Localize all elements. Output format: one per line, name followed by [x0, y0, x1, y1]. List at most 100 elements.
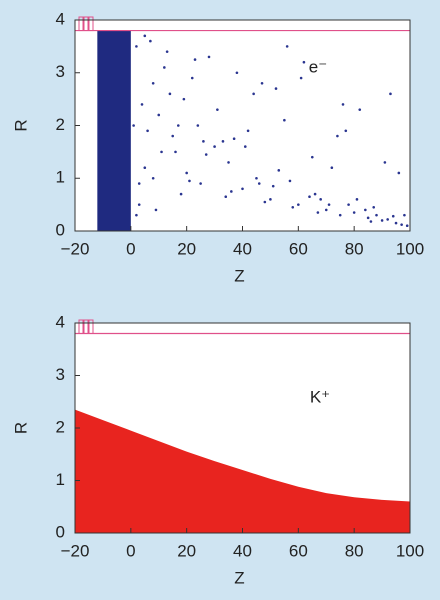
point [291, 205, 295, 209]
y-tick-label: 0 [56, 522, 65, 541]
point [269, 198, 272, 201]
point [188, 179, 191, 183]
point [151, 176, 155, 180]
point [157, 113, 161, 117]
detector-outline [88, 16, 94, 32]
point [243, 145, 247, 148]
point [352, 211, 356, 214]
y-tick-label: 4 [56, 9, 65, 28]
point [277, 169, 281, 172]
detector-outline [83, 319, 89, 334]
point [372, 205, 376, 209]
x-tick-label: 60 [289, 541, 308, 560]
detector-outline [78, 319, 84, 334]
point [160, 150, 163, 154]
point [199, 182, 202, 185]
point [260, 82, 264, 85]
detector-outline [83, 16, 89, 32]
point [202, 140, 205, 143]
point [151, 82, 155, 85]
x-tick-label: −20 [61, 541, 90, 560]
point [288, 179, 292, 183]
point [143, 166, 147, 169]
x-tick-label: 20 [177, 541, 196, 560]
point [182, 97, 186, 101]
x-tick-label: 60 [289, 239, 308, 258]
point [338, 213, 342, 217]
point [324, 208, 328, 212]
y-axis-label: R [11, 422, 30, 434]
point [336, 134, 339, 138]
point [319, 198, 322, 201]
x-tick-label: −20 [61, 239, 90, 258]
point [364, 208, 367, 212]
point [375, 213, 378, 217]
point [316, 211, 320, 214]
x-tick-label: 40 [233, 541, 252, 560]
point [257, 182, 261, 185]
point [137, 182, 141, 185]
y-tick-label: 3 [56, 62, 65, 81]
point [299, 76, 303, 80]
x-tick-label: 0 [126, 541, 135, 560]
detector-outline [88, 319, 94, 334]
point [380, 219, 384, 222]
point [163, 66, 166, 69]
point [146, 129, 149, 133]
point [341, 103, 345, 106]
point [171, 134, 175, 138]
point [143, 34, 147, 38]
point [327, 203, 331, 206]
x-tick-label: 80 [345, 541, 364, 560]
y-tick-label: 1 [56, 470, 65, 489]
area [97, 30, 131, 231]
point [308, 195, 311, 199]
point [283, 118, 286, 122]
point [137, 203, 141, 206]
point [297, 203, 300, 206]
x-tick-label: 100 [396, 541, 424, 560]
point [255, 176, 258, 180]
point [386, 218, 389, 221]
point [224, 195, 228, 199]
y-tick-label: 0 [56, 220, 65, 239]
point [355, 198, 359, 201]
point [394, 221, 398, 225]
point [366, 216, 370, 220]
point [400, 223, 403, 226]
point [347, 203, 350, 206]
point [196, 124, 200, 127]
y-tick-label: 2 [56, 417, 65, 436]
x-tick-label: 40 [233, 239, 252, 258]
point [204, 153, 208, 156]
point [193, 58, 197, 61]
y-tick-label: 1 [56, 168, 65, 187]
point [369, 220, 373, 223]
point [403, 213, 406, 217]
point [397, 171, 401, 175]
x-tick-label: 20 [177, 239, 196, 258]
x-axis-label: Z [234, 568, 244, 587]
point [190, 76, 194, 80]
point [176, 124, 180, 127]
point [185, 171, 188, 175]
point [344, 129, 348, 133]
point [274, 87, 278, 90]
point [391, 214, 395, 218]
y-tick-label: 4 [56, 312, 65, 331]
point [230, 190, 233, 193]
point [135, 213, 138, 217]
point [313, 192, 317, 196]
point [241, 187, 244, 191]
point [285, 45, 289, 48]
y-tick-label: 3 [56, 365, 65, 384]
point [140, 103, 144, 106]
point [405, 224, 409, 228]
x-tick-label: 100 [396, 239, 424, 258]
point [252, 92, 255, 96]
point [174, 150, 177, 154]
y-axis-label: R [11, 119, 30, 131]
point [263, 200, 267, 204]
point [389, 92, 392, 96]
